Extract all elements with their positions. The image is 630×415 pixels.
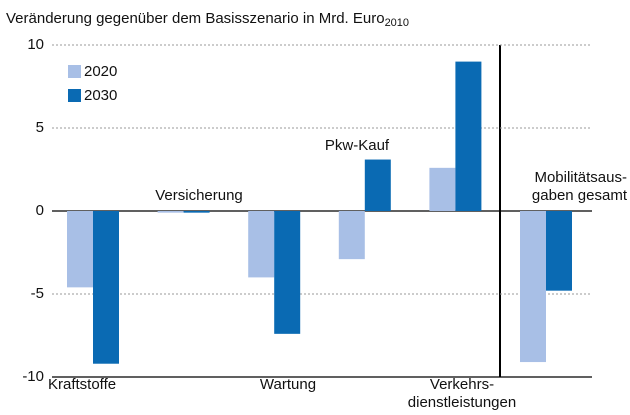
- legend-swatch: [68, 89, 81, 102]
- title-main: Veränderung gegenüber dem Basisszenario …: [6, 10, 385, 27]
- bar: [274, 211, 301, 334]
- category-label: Wartung: [260, 376, 316, 393]
- title-subscript: 2010: [385, 17, 409, 29]
- category-label: Mobilitätsaus-: [534, 169, 627, 186]
- bar: [67, 211, 93, 288]
- bar: [364, 159, 391, 211]
- bar: [546, 211, 572, 291]
- bar: [248, 211, 275, 278]
- category-label: Verkehrs-: [430, 376, 494, 393]
- category-label: Kraftstoffe: [48, 376, 116, 393]
- legend-swatch: [68, 65, 81, 78]
- y-tick-label: -10: [22, 368, 44, 385]
- y-tick-label: 5: [36, 119, 44, 136]
- category-label: dienstleistungen: [408, 394, 516, 411]
- bar: [429, 167, 456, 211]
- y-tick-label: -5: [31, 285, 44, 302]
- bar: [93, 211, 119, 364]
- legend-label: 2030: [84, 87, 117, 104]
- category-label: Pkw-Kauf: [325, 137, 390, 154]
- category-label: Versicherung: [155, 187, 243, 204]
- y-tick-label: 0: [36, 202, 44, 219]
- y-tick-label: 10: [27, 36, 44, 53]
- bar: [455, 61, 482, 211]
- bar: [520, 211, 546, 363]
- category-label: gaben gesamt: [532, 187, 628, 204]
- legend-label: 2020: [84, 63, 117, 80]
- bar: [157, 211, 184, 213]
- chart-title: Veränderung gegenüber dem Basisszenario …: [6, 10, 409, 29]
- bar: [183, 211, 210, 213]
- bar: [338, 211, 365, 260]
